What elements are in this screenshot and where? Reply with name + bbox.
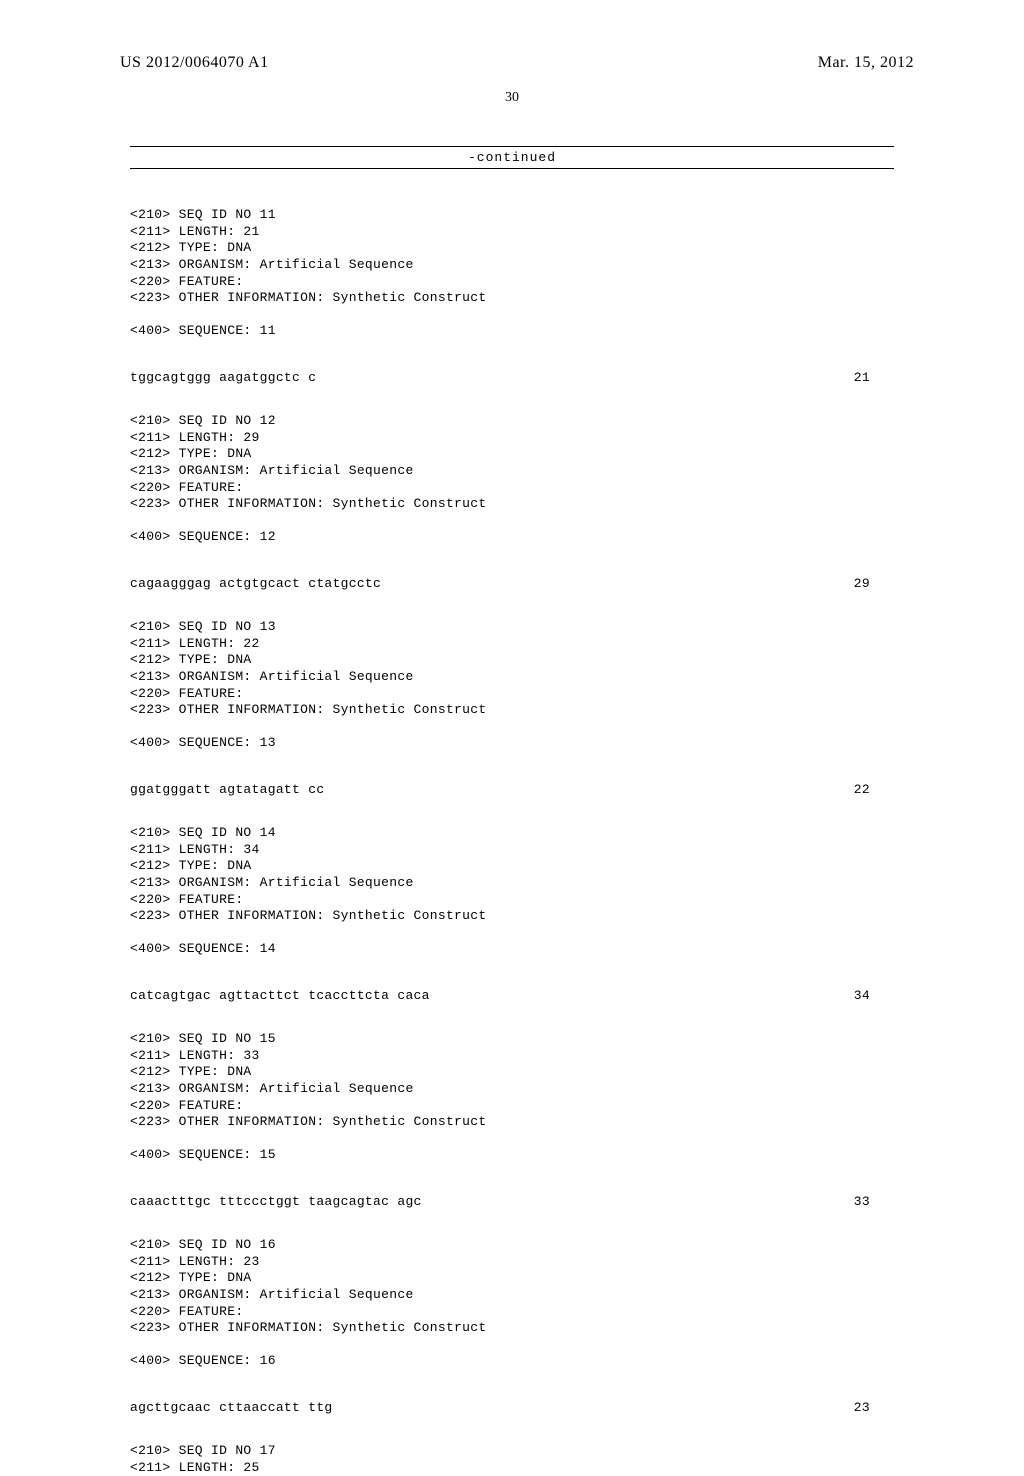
sequence-text: ggatgggatt agtatagatt cc [130, 782, 324, 797]
publication-date: Mar. 15, 2012 [818, 54, 914, 72]
sequence-text: cagaagggag actgtgcact ctatgcctc [130, 576, 381, 591]
sequence-listing: -continued <210> SEQ ID NO 11 <211> LENG… [130, 146, 894, 1476]
sequence-entry: <210> SEQ ID NO 16 <211> LENGTH: 23 <212… [130, 1237, 894, 1415]
sequence-meta: <210> SEQ ID NO 15 <211> LENGTH: 33 <212… [130, 1031, 894, 1164]
publication-number: US 2012/0064070 A1 [120, 54, 269, 72]
sequence-entry: <210> SEQ ID NO 15 <211> LENGTH: 33 <212… [130, 1031, 894, 1209]
sequence-length: 29 [854, 576, 894, 591]
sequence-entry: <210> SEQ ID NO 13 <211> LENGTH: 22 <212… [130, 619, 894, 797]
sequence-text: tggcagtggg aagatggctc c [130, 370, 316, 385]
sequence-length: 23 [854, 1400, 894, 1415]
sequence-text: caaactttgc tttccctggt taagcagtac agc [130, 1194, 422, 1209]
sequence-meta: <210> SEQ ID NO 12 <211> LENGTH: 29 <212… [130, 413, 894, 546]
sequence-meta: <210> SEQ ID NO 13 <211> LENGTH: 22 <212… [130, 619, 894, 752]
sequence-row: cagaagggag actgtgcact ctatgcctc 29 [130, 576, 894, 591]
sequence-length: 33 [854, 1194, 894, 1209]
sequence-row: ggatgggatt agtatagatt cc 22 [130, 782, 894, 797]
sequence-row: agcttgcaac cttaaccatt ttg 23 [130, 1400, 894, 1415]
sequence-entry: <210> SEQ ID NO 14 <211> LENGTH: 34 <212… [130, 825, 894, 1003]
sequence-row: caaactttgc tttccctggt taagcagtac agc 33 [130, 1194, 894, 1209]
continued-label: -continued [130, 146, 894, 169]
page-number: 30 [0, 90, 1024, 106]
sequence-length: 21 [854, 370, 894, 385]
sequence-entry: <210> SEQ ID NO 11 <211> LENGTH: 21 <212… [130, 207, 894, 385]
sequence-text: catcagtgac agttacttct tcaccttcta caca [130, 988, 430, 1003]
sequence-row: catcagtgac agttacttct tcaccttcta caca 34 [130, 988, 894, 1003]
sequence-text: agcttgcaac cttaaccatt ttg [130, 1400, 333, 1415]
sequence-length: 22 [854, 782, 894, 797]
sequence-entry: <210> SEQ ID NO 12 <211> LENGTH: 29 <212… [130, 413, 894, 591]
sequence-meta: <210> SEQ ID NO 11 <211> LENGTH: 21 <212… [130, 207, 894, 340]
sequence-meta: <210> SEQ ID NO 14 <211> LENGTH: 34 <212… [130, 825, 894, 958]
sequence-row: tggcagtggg aagatggctc c 21 [130, 370, 894, 385]
sequence-meta-trailing: <210> SEQ ID NO 17 <211> LENGTH: 25 [130, 1443, 894, 1476]
sequence-meta: <210> SEQ ID NO 16 <211> LENGTH: 23 <212… [130, 1237, 894, 1370]
page: US 2012/0064070 A1 Mar. 15, 2012 30 -con… [0, 0, 1024, 1320]
sequence-length: 34 [854, 988, 894, 1003]
page-header: US 2012/0064070 A1 Mar. 15, 2012 [0, 54, 1024, 72]
